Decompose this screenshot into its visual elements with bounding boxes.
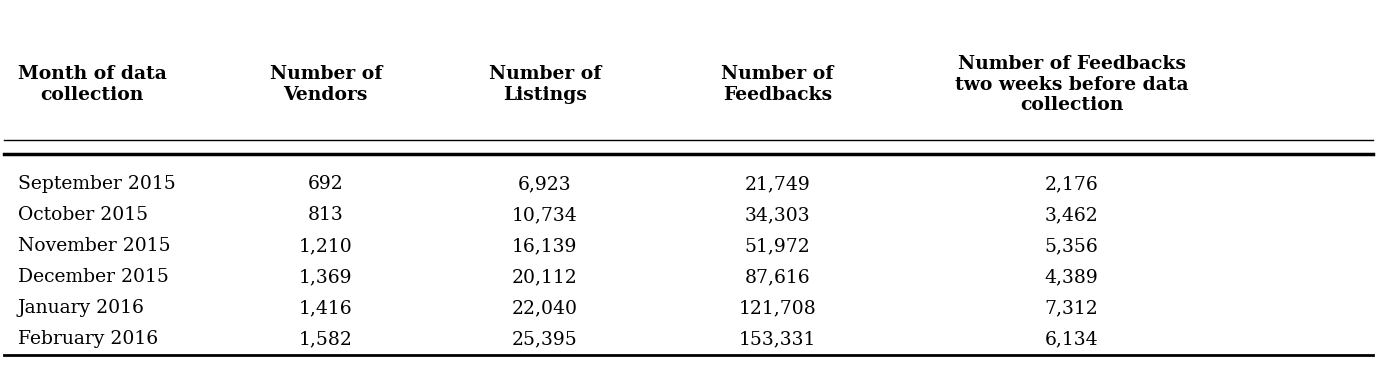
Text: Number of Feedbacks
two weeks before data
collection: Number of Feedbacks two weeks before dat… [956, 55, 1188, 115]
Text: December 2015: December 2015 [18, 268, 169, 286]
Text: 20,112: 20,112 [512, 268, 578, 286]
Text: Month of data
collection: Month of data collection [18, 65, 167, 104]
Text: November 2015: November 2015 [18, 237, 171, 255]
Text: 6,134: 6,134 [1045, 330, 1099, 348]
Text: 34,303: 34,303 [745, 206, 810, 224]
Text: 5,356: 5,356 [1045, 237, 1099, 255]
Text: 2,176: 2,176 [1045, 175, 1099, 193]
Text: 4,389: 4,389 [1045, 268, 1099, 286]
Text: January 2016: January 2016 [18, 299, 145, 317]
Text: 121,708: 121,708 [738, 299, 817, 317]
Text: 10,734: 10,734 [512, 206, 578, 224]
Text: 1,369: 1,369 [299, 268, 353, 286]
Text: 87,616: 87,616 [745, 268, 810, 286]
Text: 1,210: 1,210 [299, 237, 353, 255]
Text: 3,462: 3,462 [1045, 206, 1099, 224]
Text: 1,582: 1,582 [299, 330, 353, 348]
Text: 692: 692 [308, 175, 344, 193]
Text: 22,040: 22,040 [512, 299, 578, 317]
Text: 25,395: 25,395 [512, 330, 578, 348]
Text: 6,923: 6,923 [518, 175, 571, 193]
Text: Number of
Listings: Number of Listings [489, 65, 600, 104]
Text: October 2015: October 2015 [18, 206, 147, 224]
Text: 51,972: 51,972 [745, 237, 810, 255]
Text: 813: 813 [308, 206, 344, 224]
Text: 1,416: 1,416 [299, 299, 353, 317]
Text: Number of
Vendors: Number of Vendors [270, 65, 381, 104]
Text: 16,139: 16,139 [512, 237, 577, 255]
Text: February 2016: February 2016 [18, 330, 158, 348]
Text: Number of
Feedbacks: Number of Feedbacks [722, 65, 833, 104]
Text: September 2015: September 2015 [18, 175, 176, 193]
Text: 7,312: 7,312 [1045, 299, 1099, 317]
Text: 153,331: 153,331 [739, 330, 817, 348]
Text: 21,749: 21,749 [745, 175, 810, 193]
